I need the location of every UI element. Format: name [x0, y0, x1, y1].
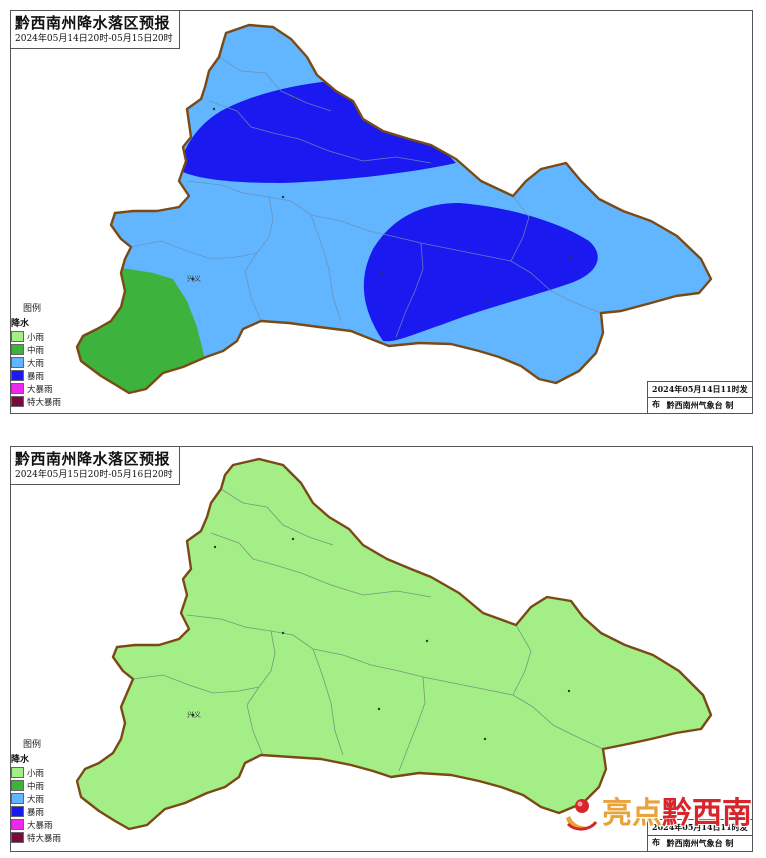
legend-swatch — [11, 793, 24, 804]
legend-label: 大雨 — [27, 794, 45, 805]
legend-swatch — [11, 767, 24, 778]
issue-info: 2024年05月14日11时发布 黔西南州气象台 制 — [647, 819, 752, 851]
legend-items: 小雨中雨大雨暴雨大暴雨特大暴雨 — [11, 766, 61, 844]
legend-item: 特大暴雨 — [11, 831, 61, 844]
city-markers — [191, 97, 573, 303]
legend-label: 小雨 — [27, 768, 45, 779]
legend-items: 小雨中雨大雨暴雨大暴雨特大暴雨 — [11, 330, 61, 408]
issue-time: 2024年05月14日11时发布 — [652, 384, 748, 409]
forecast-period: 2024年05月15日20时-05月16日20时 — [15, 470, 173, 480]
legend-subtitle: 降水 — [11, 319, 30, 329]
map-title: 黔西南州降水落区预报 — [15, 450, 171, 468]
issuer: 黔西南州气象台 制 — [648, 397, 752, 413]
precipitation-map-1: 兴义 — [75, 23, 713, 395]
legend-title: 图例 — [23, 740, 42, 750]
legend-swatch — [11, 344, 24, 355]
legend-label: 暴雨 — [27, 371, 45, 382]
legend-label: 中雨 — [27, 781, 45, 792]
watermark-text-b: 黔西南 — [662, 796, 752, 831]
prefecture-boundary — [75, 23, 713, 395]
city-label-xingyi: 兴义 — [187, 274, 201, 283]
legend-swatch — [11, 396, 24, 407]
legend-item: 中雨 — [11, 779, 61, 792]
legend-swatch — [11, 819, 24, 830]
legend-swatch — [11, 331, 24, 342]
legend-item: 大雨 — [11, 356, 61, 369]
legend-swatch — [11, 780, 24, 791]
legend-item: 大暴雨 — [11, 818, 61, 831]
watermark: 亮点 黔西南 — [562, 794, 752, 834]
moderate-rain-area — [77, 261, 207, 393]
rainstorm-area-east — [363, 203, 598, 342]
forecast-map-panel-1: 兴义 黔西南州降水落区预报 2024年05月14日20时-05月15日20时 图… — [10, 10, 753, 414]
legend-swatch — [11, 383, 24, 394]
map-title-box: 黔西南州降水落区预报 2024年05月15日20时-05月16日20时 — [11, 447, 180, 485]
legend-label: 特大暴雨 — [27, 397, 62, 408]
legend-swatch — [11, 357, 24, 368]
legend-label: 大雨 — [27, 358, 45, 369]
forecast-map-panel-2: 兴义 黔西南州降水落区预报 2024年05月15日20时-05月16日20时 图… — [10, 446, 753, 852]
legend-label: 特大暴雨 — [27, 833, 62, 844]
legend-swatch — [11, 832, 24, 843]
legend-item: 中雨 — [11, 343, 61, 356]
legend-label: 大暴雨 — [27, 384, 53, 395]
legend-item: 特大暴雨 — [11, 395, 61, 408]
legend-swatch — [11, 806, 24, 817]
legend-label: 中雨 — [27, 345, 45, 356]
legend-item: 大暴雨 — [11, 382, 61, 395]
city-label-xingyi: 兴义 — [187, 710, 201, 719]
issue-info: 2024年05月14日11时发布 黔西南州气象台 制 — [647, 381, 752, 413]
legend-swatch — [11, 370, 24, 381]
forecast-period: 2024年05月14日20时-05月15日20时 — [15, 34, 173, 44]
county-boundaries — [130, 56, 602, 338]
precipitation-map-2: 兴义 — [75, 457, 713, 831]
legend-item: 暴雨 — [11, 805, 61, 818]
prefecture-boundary — [75, 457, 713, 831]
legend-title: 图例 — [23, 304, 42, 314]
map-title-box: 黔西南州降水落区预报 2024年05月14日20时-05月15日20时 — [11, 11, 180, 49]
legend: 图例 降水 小雨中雨大雨暴雨大暴雨特大暴雨 — [11, 737, 61, 844]
issue-time: 2024年05月14日11时发布 — [652, 822, 748, 847]
legend-label: 大暴雨 — [27, 820, 53, 831]
legend-item: 暴雨 — [11, 369, 61, 382]
legend-item: 大雨 — [11, 792, 61, 805]
light-rain-area — [77, 459, 711, 829]
legend-subtitle: 降水 — [11, 755, 30, 765]
legend-label: 小雨 — [27, 332, 45, 343]
legend: 图例 降水 小雨中雨大雨暴雨大暴雨特大暴雨 — [11, 301, 61, 408]
legend-item: 小雨 — [11, 330, 61, 343]
map-title: 黔西南州降水落区预报 — [15, 14, 171, 32]
county-boundaries — [132, 488, 604, 772]
legend-label: 暴雨 — [27, 807, 45, 818]
watermark-logo-icon — [566, 799, 598, 831]
watermark-text-a: 亮点 — [602, 796, 662, 831]
city-markers — [191, 537, 571, 741]
issuer: 黔西南州气象台 制 — [648, 835, 752, 851]
legend-item: 小雨 — [11, 766, 61, 779]
